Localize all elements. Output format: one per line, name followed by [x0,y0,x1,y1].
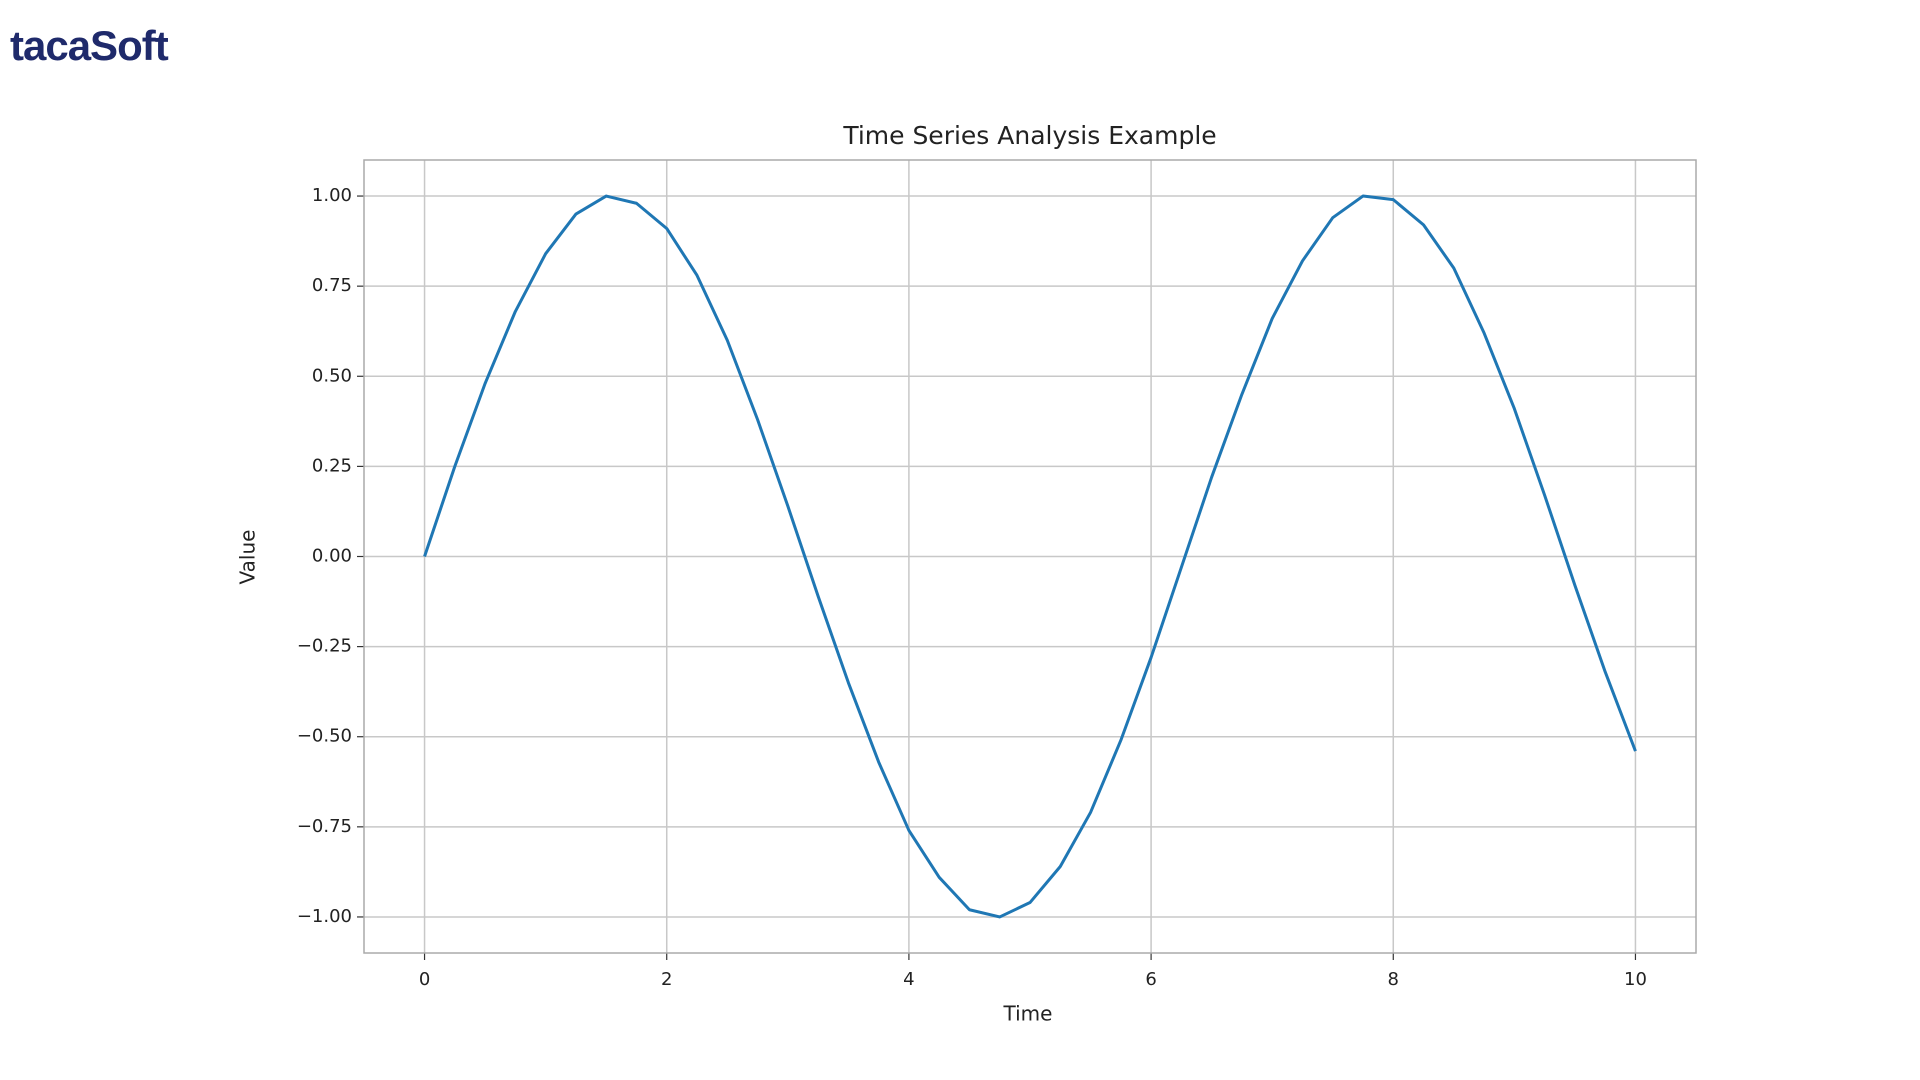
x-tick-label: 6 [1145,969,1156,990]
y-tick-label: 1.00 [312,185,352,206]
logo: tacaSoft [10,22,169,69]
y-tick-label: 0.25 [312,455,352,476]
y-tick-label: 0.00 [312,546,352,567]
y-tick-label: −0.50 [297,726,352,747]
y-tick-label: 0.75 [312,275,352,296]
y-tick-label: 0.50 [312,365,352,386]
x-tick-label: 8 [1388,969,1399,990]
y-tick-label: −1.00 [297,906,352,927]
x-axis-label: Time [1003,1002,1053,1026]
y-tick-label: −0.25 [297,636,352,657]
y-tick-label: −0.75 [297,816,352,837]
chart-title: Time Series Analysis Example [842,121,1216,150]
x-tick-label: 10 [1624,969,1647,990]
x-tick-label: 0 [419,969,430,990]
x-tick-label: 4 [903,969,914,990]
line-series [423,194,1637,919]
y-axis-label: Value [236,530,260,585]
x-tick-label: 2 [661,969,672,990]
plot-frame [363,159,1697,954]
